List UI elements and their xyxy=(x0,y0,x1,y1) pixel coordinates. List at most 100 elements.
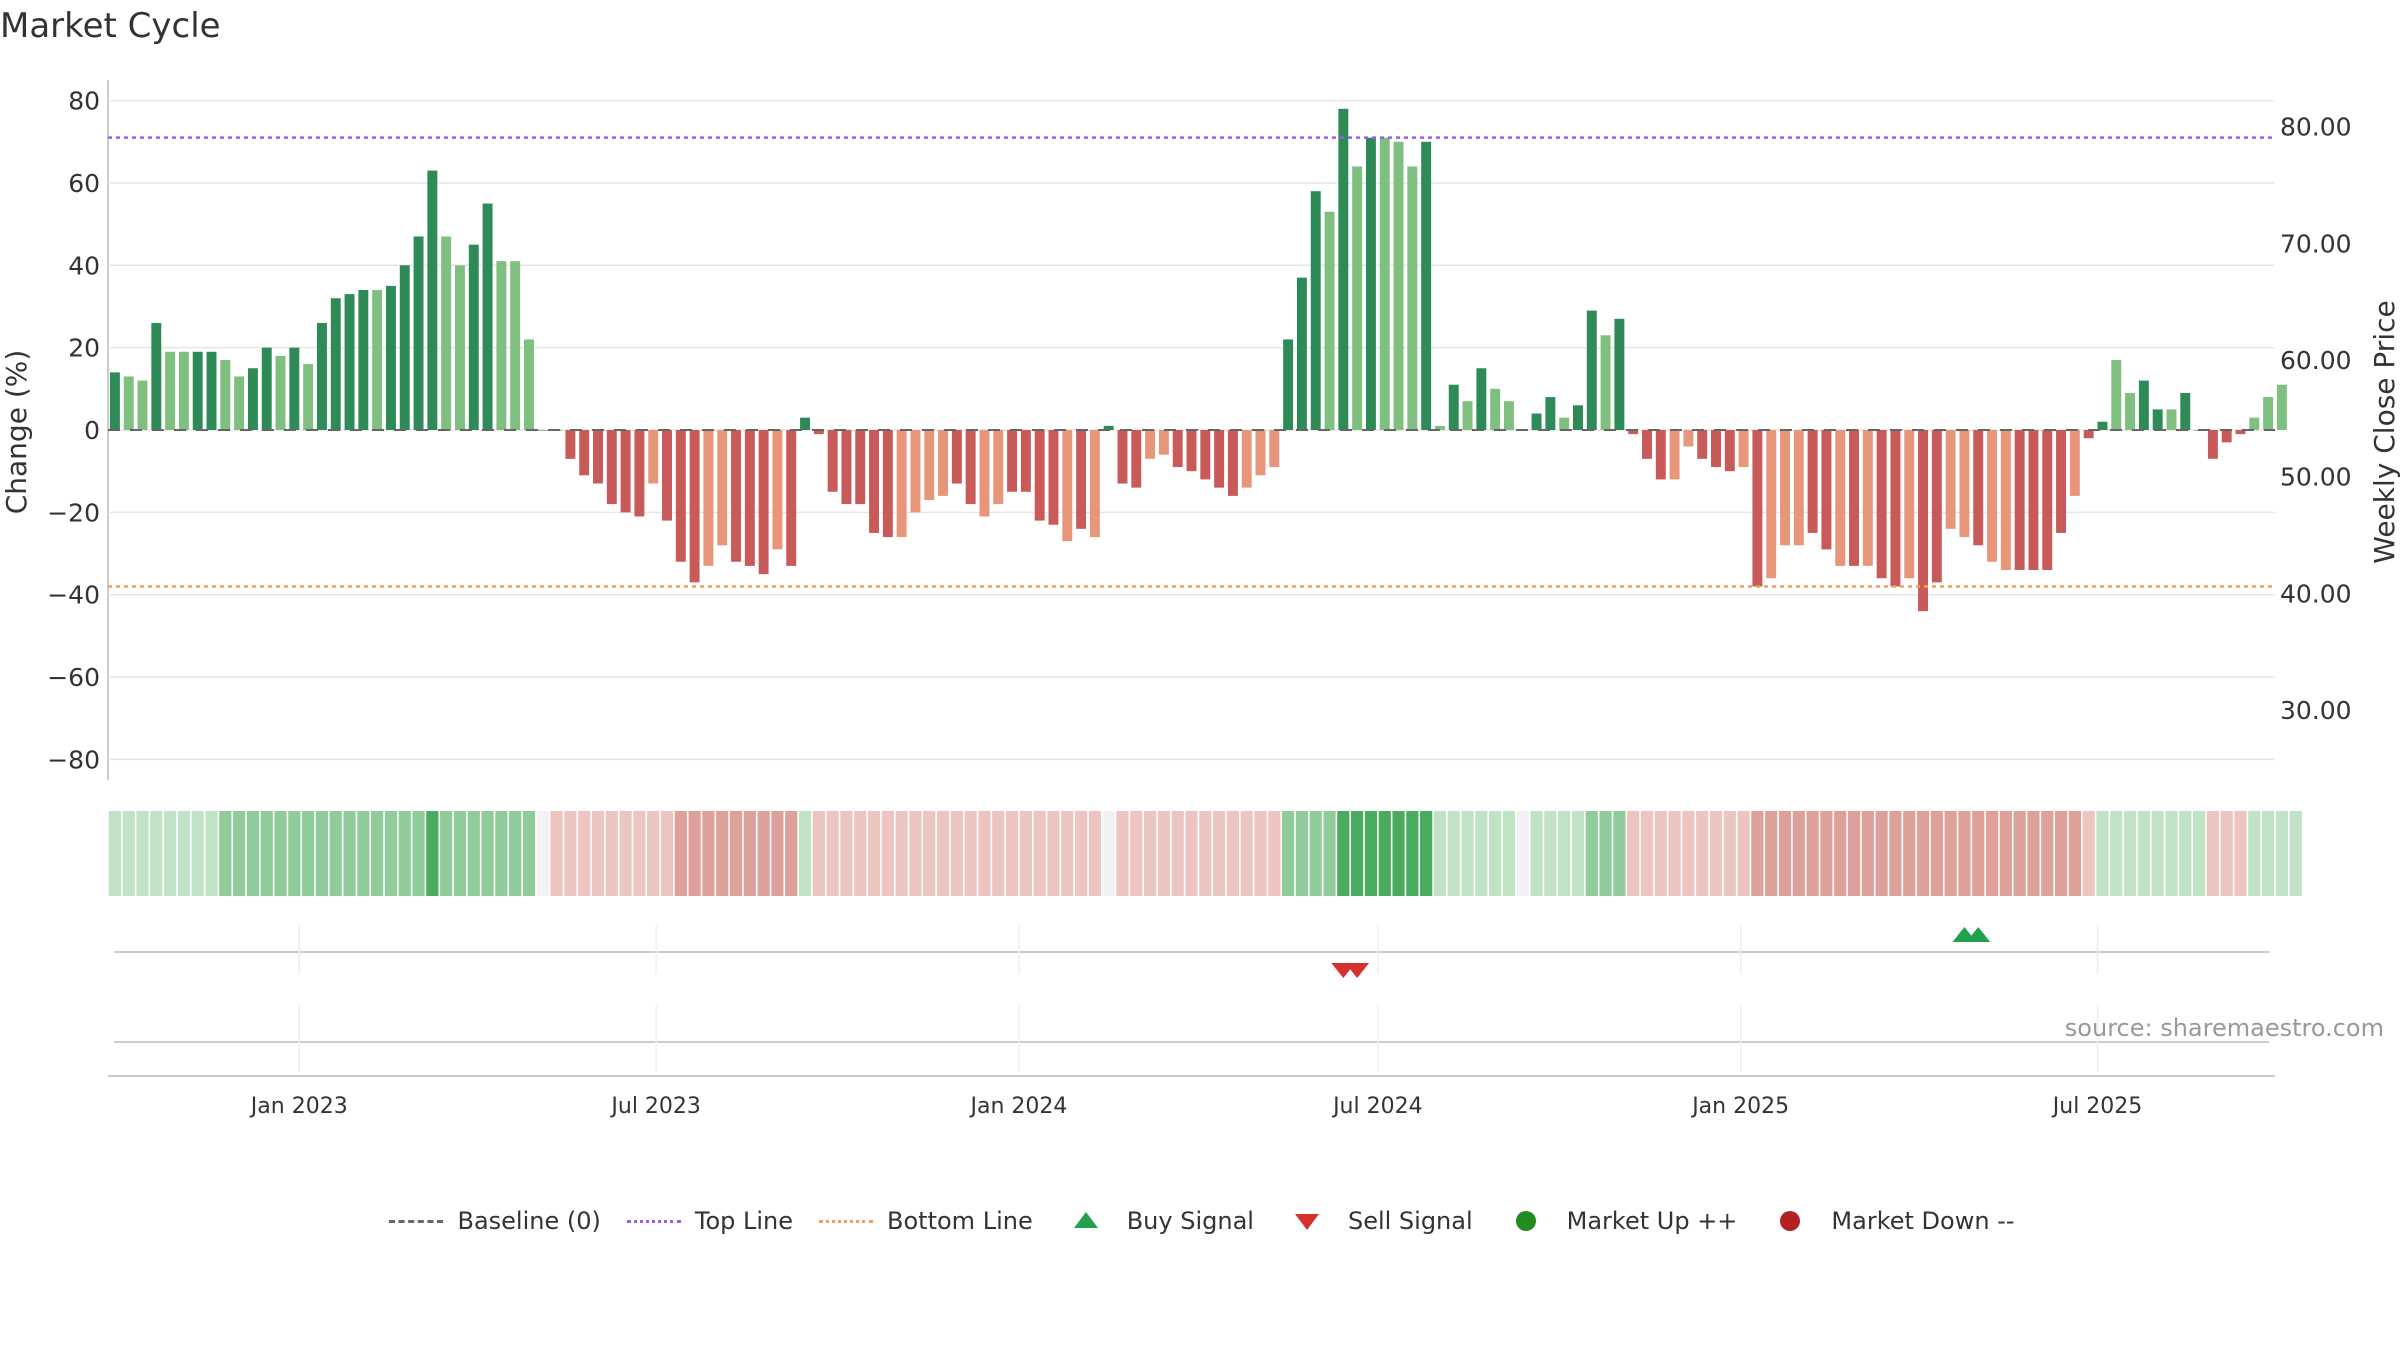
bar xyxy=(993,430,1004,505)
signal-panel xyxy=(114,925,2269,1072)
heat-cell xyxy=(1033,811,1046,896)
heat-cell xyxy=(2068,811,2081,896)
bar xyxy=(717,430,728,546)
heat-cell xyxy=(1295,811,1309,896)
heat-cell xyxy=(1765,811,1778,896)
heat-cell xyxy=(398,811,411,896)
bar xyxy=(1849,430,1859,566)
bar xyxy=(2125,392,2136,430)
bar xyxy=(261,347,272,430)
heat-cell xyxy=(1668,811,1681,896)
legend-item-bottom-line: Bottom Line xyxy=(815,1206,1033,1236)
heat-cell xyxy=(964,811,977,896)
heat-cell xyxy=(1061,811,1074,896)
bar xyxy=(165,351,176,430)
heat-cell xyxy=(481,811,494,896)
heat-cell xyxy=(950,811,963,896)
bar xyxy=(2152,409,2163,430)
y2-tick-label: 40.00 xyxy=(2280,579,2352,608)
legend: Baseline (0) Top Line Bottom Line Buy Si… xyxy=(0,1206,2400,1236)
heat-cell xyxy=(343,811,356,896)
bar xyxy=(2014,430,2025,570)
bar xyxy=(1131,430,1142,488)
bar xyxy=(1172,430,1183,468)
heat-cell xyxy=(1337,811,1350,896)
bar xyxy=(109,372,120,430)
heat-cell xyxy=(812,811,825,896)
bar xyxy=(1559,417,1570,430)
bar xyxy=(454,265,465,430)
bar xyxy=(1780,430,1790,546)
heat-strip xyxy=(108,811,2302,896)
heat-cell xyxy=(2082,811,2095,896)
bar xyxy=(1918,430,1929,612)
bar xyxy=(910,430,921,513)
bar xyxy=(1793,430,1804,546)
bar xyxy=(648,430,659,484)
bar xyxy=(1448,384,1459,430)
bar xyxy=(1876,430,1887,579)
heat-cell xyxy=(936,811,950,896)
heat-cell xyxy=(2234,811,2247,896)
heat-cell xyxy=(1682,811,1695,896)
heat-cell xyxy=(1005,811,1019,896)
heat-cell xyxy=(205,811,218,896)
heat-cell xyxy=(522,811,536,896)
bar xyxy=(979,430,990,517)
bar xyxy=(1642,430,1652,459)
bar xyxy=(1655,430,1666,480)
bar xyxy=(1904,430,1915,579)
heat-cell xyxy=(2110,811,2123,896)
bar xyxy=(413,236,424,430)
bar xyxy=(593,430,603,484)
bar xyxy=(1338,108,1349,430)
legend-label: Bottom Line xyxy=(887,1207,1033,1235)
bar xyxy=(137,380,148,430)
bar xyxy=(2042,430,2053,570)
bar xyxy=(206,351,217,430)
heat-cell xyxy=(1475,811,1488,896)
x-tick-label: Jul 2023 xyxy=(609,1094,701,1119)
bar xyxy=(316,322,327,430)
heat-cell xyxy=(1143,811,1157,896)
legend-label: Market Up ++ xyxy=(1566,1207,1738,1235)
heat-cell xyxy=(2137,811,2150,896)
heat-cell xyxy=(826,811,839,896)
y2-axis-label: Weekly Close Price xyxy=(2368,300,2400,563)
bar xyxy=(537,430,548,431)
legend-label: Sell Signal xyxy=(1347,1207,1473,1235)
heat-cell xyxy=(743,811,756,896)
bar xyxy=(1076,430,1087,529)
heat-cell xyxy=(412,811,425,896)
bar xyxy=(1145,430,1156,459)
heat-cell xyxy=(1654,811,1667,896)
source-credit: source: sharemaestro.com xyxy=(2064,1014,2384,1042)
heat-cell xyxy=(867,811,881,896)
heat-cell xyxy=(191,811,204,896)
bar xyxy=(813,430,824,435)
heat-cell xyxy=(1116,811,1129,896)
heat-cell xyxy=(1502,811,1516,896)
bar xyxy=(1835,430,1846,566)
bar xyxy=(2028,430,2039,570)
heat-cell xyxy=(1530,811,1543,896)
heat-cell xyxy=(274,811,287,896)
heat-cell xyxy=(1420,811,1433,896)
bar xyxy=(1421,141,1432,430)
bar xyxy=(1476,368,1487,430)
bar xyxy=(1752,430,1763,587)
bar xyxy=(1379,137,1390,430)
bar xyxy=(1407,166,1418,430)
y2-tick-label: 30.00 xyxy=(2280,696,2352,725)
heat-cell xyxy=(1185,811,1198,896)
bar xyxy=(1227,430,1238,496)
x-tick-label: Jul 2025 xyxy=(2051,1094,2143,1119)
heat-cell xyxy=(1889,811,1902,896)
heat-cell xyxy=(881,811,894,896)
heat-cell xyxy=(122,811,135,896)
y-tick-label: 60 xyxy=(68,169,100,198)
heat-cell xyxy=(495,811,508,896)
heat-cell xyxy=(136,811,149,896)
heat-cell xyxy=(2179,811,2192,896)
x-axis: Jan 2023 Jul 2023 Jan 2024 Jul 2024 Jan 2025… xyxy=(108,1075,2275,1119)
